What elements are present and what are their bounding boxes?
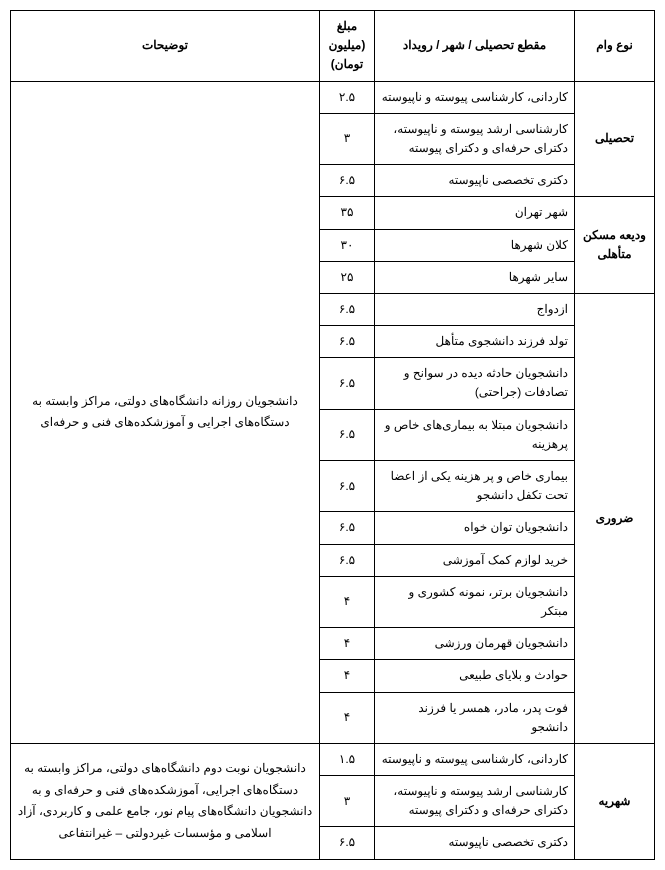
amount-cell: ۶.۵ <box>320 326 375 358</box>
amount-cell: ۶.۵ <box>320 827 375 859</box>
amount-cell: ۳ <box>320 776 375 827</box>
category-cell: دانشجویان برتر، نمونه کشوری و مبتکر <box>375 576 575 627</box>
amount-cell: ۳ <box>320 113 375 164</box>
notes-cell: دانشجویان روزانه دانشگاه‌های دولتی، مراک… <box>11 81 320 743</box>
amount-cell: ۱.۵ <box>320 743 375 775</box>
amount-cell: ۲۵ <box>320 261 375 293</box>
amount-cell: ۳۵ <box>320 197 375 229</box>
category-cell: کارشناسی ارشد پیوسته و ناپیوسته، دکترای … <box>375 113 575 164</box>
category-cell: کارشناسی ارشد پیوسته و ناپیوسته، دکترای … <box>375 776 575 827</box>
header-amount: مبلغ (میلیون تومان) <box>320 11 375 82</box>
category-cell: تولد فرزند دانشجوی متأهل <box>375 326 575 358</box>
table-row: شهریهکاردانی، کارشناسی پیوسته و ناپیوسته… <box>11 743 655 775</box>
amount-cell: ۲.۵ <box>320 81 375 113</box>
header-loan-type: نوع وام <box>575 11 655 82</box>
category-cell: دانشجویان حادثه دیده در سوانح و تصادفات … <box>375 358 575 409</box>
amount-cell: ۴ <box>320 660 375 692</box>
amount-cell: ۶.۵ <box>320 461 375 512</box>
header-notes: توضیحات <box>11 11 320 82</box>
loan-type-cell: ضروری <box>575 293 655 743</box>
amount-cell: ۶.۵ <box>320 293 375 325</box>
notes-cell: دانشجویان نوبت دوم دانشگاه‌های دولتی، مر… <box>11 743 320 859</box>
category-cell: حوادث و بلایای طبیعی <box>375 660 575 692</box>
loan-type-cell: ودیعه مسکن متأهلی <box>575 197 655 294</box>
amount-cell: ۴ <box>320 576 375 627</box>
category-cell: دانشجویان قهرمان ورزشی <box>375 628 575 660</box>
category-cell: سایر شهرها <box>375 261 575 293</box>
category-cell: ازدواج <box>375 293 575 325</box>
category-cell: دکتری تخصصی ناپیوسته <box>375 827 575 859</box>
loan-type-cell: تحصیلی <box>575 81 655 197</box>
category-cell: بیماری خاص و پر هزینه یکی از اعضا تحت تک… <box>375 461 575 512</box>
category-cell: کاردانی، کارشناسی پیوسته و ناپیوسته <box>375 81 575 113</box>
category-cell: دانشجویان توان خواه <box>375 512 575 544</box>
table-row: تحصیلیکاردانی، کارشناسی پیوسته و ناپیوست… <box>11 81 655 113</box>
category-cell: دانشجویان مبتلا به بیماری‌های خاص و پرهز… <box>375 409 575 460</box>
category-cell: کلان شهرها <box>375 229 575 261</box>
category-cell: کاردانی، کارشناسی پیوسته و ناپیوسته <box>375 743 575 775</box>
category-cell: خرید لوازم کمک آموزشی <box>375 544 575 576</box>
amount-cell: ۶.۵ <box>320 544 375 576</box>
amount-cell: ۶.۵ <box>320 165 375 197</box>
category-cell: دکتری تخصصی ناپیوسته <box>375 165 575 197</box>
table-body: تحصیلیکاردانی، کارشناسی پیوسته و ناپیوست… <box>11 81 655 859</box>
loan-table: نوع وام مقطع تحصیلی / شهر / رویداد مبلغ … <box>10 10 655 860</box>
amount-cell: ۶.۵ <box>320 512 375 544</box>
header-category: مقطع تحصیلی / شهر / رویداد <box>375 11 575 82</box>
amount-cell: ۳۰ <box>320 229 375 261</box>
table-header-row: نوع وام مقطع تحصیلی / شهر / رویداد مبلغ … <box>11 11 655 82</box>
amount-cell: ۶.۵ <box>320 409 375 460</box>
amount-cell: ۶.۵ <box>320 358 375 409</box>
loan-type-cell: شهریه <box>575 743 655 859</box>
category-cell: شهر تهران <box>375 197 575 229</box>
amount-cell: ۴ <box>320 628 375 660</box>
